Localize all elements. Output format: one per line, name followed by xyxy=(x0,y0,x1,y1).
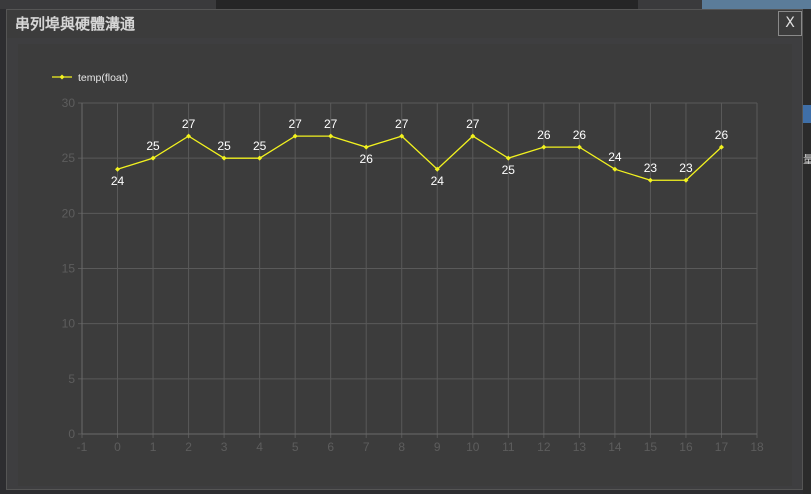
x-tick-label: 5 xyxy=(292,440,299,454)
background-window-edge: 量 xyxy=(803,9,811,494)
x-tick-label: 8 xyxy=(398,440,405,454)
background-accent-marker xyxy=(803,105,811,123)
chart-dialog: 串列埠與硬體溝通 X -1 0 1 2 3 4 5 6 7 8 9 10 11 12 13 14 15 16 17 1… xyxy=(6,9,803,490)
data-label: 24 xyxy=(431,174,445,188)
series-line xyxy=(117,135,722,181)
x-tick-label: 12 xyxy=(537,440,551,454)
data-label: 25 xyxy=(146,139,160,153)
line-chart: -1 0 1 2 3 4 5 6 7 8 9 10 11 12 13 14 15 16 17 18 051015202… xyxy=(52,72,764,454)
data-label: 26 xyxy=(537,128,551,142)
data-point xyxy=(115,166,121,172)
data-point xyxy=(150,155,156,161)
data-label: 27 xyxy=(395,117,409,131)
close-button[interactable]: X xyxy=(778,11,802,36)
data-label: 26 xyxy=(573,128,587,142)
x-tick-label: 15 xyxy=(644,440,658,454)
y-tick-label: 30 xyxy=(62,96,76,110)
data-point xyxy=(612,166,618,172)
x-tick-label: 3 xyxy=(221,440,228,454)
data-label: 27 xyxy=(466,117,480,131)
data-point xyxy=(576,144,582,150)
data-label: 25 xyxy=(217,139,231,153)
data-point xyxy=(292,133,298,139)
x-tick-label: 9 xyxy=(434,440,441,454)
x-tick-label: 18 xyxy=(750,440,764,454)
data-label: 25 xyxy=(253,139,267,153)
y-tick-label: 5 xyxy=(68,372,75,386)
x-tick-label: 13 xyxy=(573,440,587,454)
data-label: 27 xyxy=(182,117,196,131)
background-window-dark-area xyxy=(216,0,638,9)
data-point xyxy=(257,155,263,161)
data-point xyxy=(683,177,689,183)
data-label: 24 xyxy=(111,174,125,188)
data-point xyxy=(470,133,476,139)
x-tick-label: 2 xyxy=(185,440,192,454)
data-label: 26 xyxy=(715,128,729,142)
chart-panel: -1 0 1 2 3 4 5 6 7 8 9 10 11 12 13 14 15 16 17 18 0 5 10 15 20 2… xyxy=(18,44,792,486)
data-point xyxy=(505,155,511,161)
data-point xyxy=(186,133,192,139)
y-tick-label: 0 xyxy=(68,427,75,441)
data-point xyxy=(328,133,334,139)
data-point xyxy=(647,177,653,183)
background-window-accent xyxy=(702,0,811,9)
y-tick-label: 25 xyxy=(62,151,76,165)
legend-label: temp(float) xyxy=(78,72,128,84)
legend-point-marker xyxy=(59,74,65,80)
x-tick-label: 11 xyxy=(502,440,515,454)
y-tick-label: 20 xyxy=(62,206,76,220)
x-tick-label: 4 xyxy=(256,440,263,454)
data-label: 27 xyxy=(324,117,338,131)
x-tick-label: 1 xyxy=(150,440,157,454)
x-tick-label: 16 xyxy=(679,440,693,454)
data-point xyxy=(718,144,724,150)
background-glyph: 量 xyxy=(803,153,811,166)
data-point xyxy=(221,155,227,161)
data-label: 25 xyxy=(502,163,516,177)
x-tick-label: 7 xyxy=(363,440,370,454)
dialog-titlebar[interactable]: 串列埠與硬體溝通 X xyxy=(7,10,802,38)
data-point xyxy=(541,144,547,150)
x-tick-label: 0 xyxy=(114,440,121,454)
chart-legend: temp(float) xyxy=(52,72,128,84)
data-point xyxy=(399,133,405,139)
data-label: 23 xyxy=(679,161,693,175)
x-tick-label: -1 xyxy=(77,440,88,454)
x-tick-label: 6 xyxy=(327,440,334,454)
data-label: 24 xyxy=(608,150,622,164)
x-tick-labels: -1 0 1 2 3 4 5 6 7 8 9 10 11 12 13 14 15 16 17 18 xyxy=(77,440,764,454)
dialog-title: 串列埠與硬體溝通 xyxy=(15,15,136,33)
data-point xyxy=(363,144,369,150)
y-tick-label: 15 xyxy=(62,262,76,276)
y-tick-labels: 0 5 10 15 20 25 30 xyxy=(62,96,76,441)
data-label: 23 xyxy=(644,161,658,175)
data-point xyxy=(434,166,440,172)
data-label: 27 xyxy=(288,117,302,131)
x-tick-label: 10 xyxy=(466,440,480,454)
series-temp: 24 25 27 25 25 27 27 26 27 24 27 25 26 26 24 23 23 26 xyxy=(111,117,729,188)
chart-axes xyxy=(78,102,758,438)
x-tick-label: 14 xyxy=(608,440,622,454)
y-tick-label: 10 xyxy=(62,317,76,331)
x-tick-label: 17 xyxy=(715,440,729,454)
chart-grid xyxy=(82,102,758,434)
data-label: 26 xyxy=(360,152,374,166)
